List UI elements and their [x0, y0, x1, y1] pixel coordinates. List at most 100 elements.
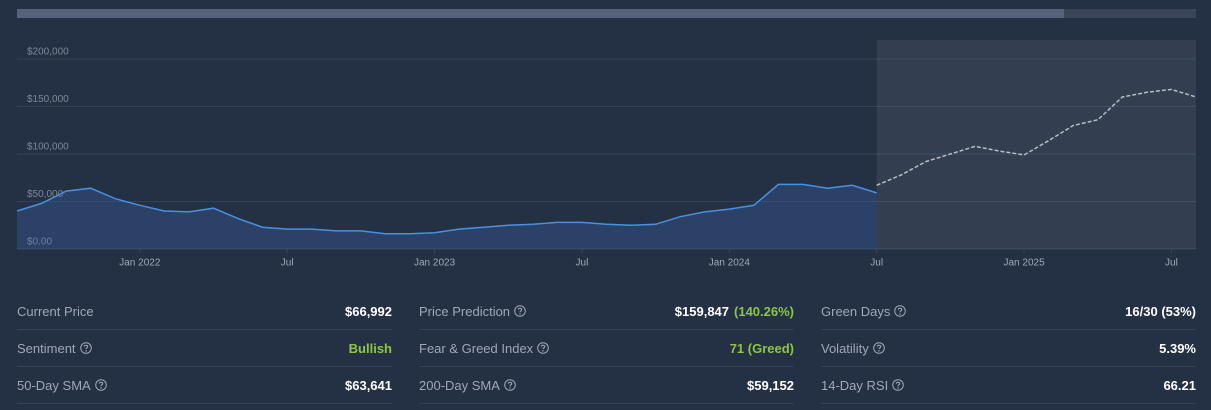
y-tick-label: $150,000 — [27, 94, 69, 105]
stat-label: Sentiment — [17, 340, 76, 356]
stat-value: 5.39% — [1159, 340, 1196, 356]
help-circle — [514, 305, 526, 317]
help-circle — [79, 342, 92, 354]
help-circle — [892, 379, 905, 391]
chart: $0.00 $50,000 $100,000 $150,000 $200,000 Jan … — [16, 9, 1197, 269]
stat-value-wrap: Bullish — [349, 341, 392, 356]
y-tick-label: $200,000 — [27, 47, 69, 58]
stat-cell: Sentiment Bullish — [17, 330, 392, 367]
stat-label-wrap: Current Price — [17, 304, 94, 319]
x-tick-label: Jul — [576, 258, 589, 269]
help-dot — [100, 387, 102, 389]
stat-value-wrap: $59,152 — [747, 378, 794, 393]
stat-label: Green Days — [821, 303, 891, 319]
stat-value: Bullish — [348, 340, 392, 356]
x-tick-label: Jan 2024 — [709, 258, 751, 269]
stat-label-wrap: 14-Day RSI — [821, 377, 905, 393]
stat-value-wrap: 16/30 (53%) — [1125, 304, 1196, 319]
x-tick-label: Jan 2025 — [1003, 258, 1045, 269]
help-icon[interactable] — [892, 379, 905, 391]
price-line — [16, 183, 877, 235]
help-dot — [878, 350, 880, 352]
help-icon[interactable] — [872, 342, 885, 354]
x-tick-label: Jan 2023 — [414, 258, 456, 269]
stat-cell: Price Prediction $159,847 (140.26%) — [419, 293, 794, 330]
stat-change: (140.26%) — [734, 303, 794, 319]
stats-table: Current Price $66,992 Price Prediction $159… — [17, 293, 1196, 404]
y-tick-label: $50,000 — [27, 189, 64, 200]
stat-label: 50-Day SMA — [17, 377, 91, 393]
stat-value: 66.21 — [1163, 377, 1196, 393]
stat-label: Current Price — [17, 303, 94, 319]
help-mark — [517, 307, 523, 313]
help-icon[interactable] — [504, 379, 516, 391]
help-circle — [537, 342, 549, 354]
help-mark — [876, 344, 881, 350]
x-tick-label: Jul — [281, 258, 294, 269]
stat-value-wrap: 71 (Greed) — [730, 341, 794, 356]
stat-label-wrap: Price Prediction — [419, 304, 526, 319]
stat-cell: Fear & Greed Index 71 (Greed) — [419, 330, 794, 367]
stat-value: $59,152 — [747, 377, 794, 393]
help-mark — [895, 381, 901, 387]
stat-label-wrap: Volatility — [821, 341, 885, 356]
y-tick-label: $100,000 — [27, 142, 69, 153]
help-mark — [507, 381, 513, 387]
stat-value: $63,641 — [345, 377, 392, 393]
x-tick-label: Jan 2022 — [119, 258, 161, 269]
help-icon[interactable] — [79, 342, 92, 354]
stat-cell: Green Days 16/30 (53%) — [821, 293, 1196, 330]
help-dot — [899, 313, 902, 315]
stat-value: 16/30 (53%) — [1125, 303, 1196, 319]
stat-cell: Current Price $66,992 — [17, 293, 392, 330]
stat-cell: 200-Day SMA $59,152 — [419, 367, 794, 404]
stat-label-wrap: Sentiment — [17, 341, 92, 356]
stat-value-wrap: $63,641 — [345, 378, 392, 393]
help-dot — [897, 387, 899, 389]
help-mark — [540, 344, 546, 350]
help-icon[interactable] — [514, 305, 526, 317]
help-mark — [98, 381, 103, 387]
stat-label: Price Prediction — [419, 303, 511, 319]
stat-label: 14-Day RSI — [821, 377, 889, 393]
stat-label-wrap: Fear & Greed Index — [419, 341, 549, 356]
stat-label: Fear & Greed Index — [419, 340, 534, 356]
help-dot — [519, 313, 521, 315]
help-icon[interactable] — [894, 305, 907, 317]
stat-value-wrap: $66,992 — [345, 304, 392, 319]
stats-row: 50-Day SMA $63,641 200-Day SMA $59,152 14-Da… — [17, 367, 1196, 404]
help-icon[interactable] — [94, 379, 107, 391]
stat-label-wrap: 50-Day SMA — [17, 378, 107, 393]
x-tick-label: Jul — [870, 258, 883, 269]
help-mark — [898, 307, 903, 313]
stat-cell: Volatility 5.39% — [821, 330, 1196, 367]
stat-label-wrap: Green Days — [821, 303, 907, 319]
stat-value: $159,847 — [674, 303, 730, 319]
scrollbar-thumb[interactable] — [17, 9, 1064, 18]
stat-cell: 50-Day SMA $63,641 — [17, 367, 392, 404]
stat-value-wrap: 5.39% — [1159, 341, 1196, 356]
stat-label: 200-Day SMA — [419, 377, 500, 393]
help-circle — [872, 342, 885, 354]
stat-label-wrap: 200-Day SMA — [419, 378, 516, 393]
help-circle — [894, 305, 907, 317]
stat-cell: 14-Day RSI 66.21 — [821, 367, 1196, 404]
help-icon[interactable] — [537, 342, 549, 354]
stat-value: $66,992 — [345, 303, 392, 319]
stat-label: Volatility — [821, 340, 869, 356]
help-dot — [509, 387, 511, 389]
stat-value-wrap: $159,847 (140.26%) — [675, 304, 794, 319]
stat-value-wrap: 66.21 — [1163, 378, 1196, 393]
forecast-line — [876, 88, 1197, 186]
y-tick-label: $0.00 — [27, 237, 52, 248]
stats-row: Sentiment Bullish Fear & Greed Index 71 (Gr… — [17, 330, 1196, 367]
stats-row: Current Price $66,992 Price Prediction $159… — [17, 293, 1196, 330]
help-circle — [504, 379, 516, 391]
stat-value: 71 (Greed) — [729, 340, 794, 356]
help-mark — [83, 344, 88, 350]
forecast-region — [876, 40, 1196, 249]
help-circle — [94, 379, 107, 391]
area — [17, 184, 877, 249]
help-dot — [84, 350, 87, 352]
